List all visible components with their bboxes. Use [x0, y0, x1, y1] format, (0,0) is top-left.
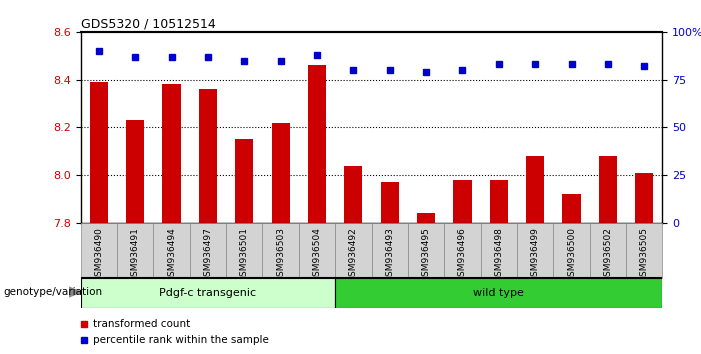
Bar: [81, 278, 335, 308]
Bar: [526, 156, 544, 223]
Text: GSM936490: GSM936490: [95, 227, 103, 282]
Text: GSM936500: GSM936500: [567, 227, 576, 282]
Bar: [454, 180, 472, 223]
Bar: [308, 65, 326, 223]
Text: wild type: wild type: [473, 288, 524, 298]
Bar: [190, 223, 226, 278]
Text: GSM936498: GSM936498: [494, 227, 503, 282]
Bar: [163, 84, 181, 223]
Bar: [599, 156, 617, 223]
Bar: [553, 223, 590, 278]
Polygon shape: [69, 287, 81, 297]
Bar: [335, 278, 662, 308]
Text: GSM936499: GSM936499: [531, 227, 540, 282]
Bar: [126, 120, 144, 223]
Text: GSM936491: GSM936491: [130, 227, 139, 282]
Bar: [372, 223, 408, 278]
Text: transformed count: transformed count: [93, 319, 190, 329]
Bar: [562, 194, 580, 223]
Bar: [262, 223, 299, 278]
Bar: [490, 180, 508, 223]
Text: percentile rank within the sample: percentile rank within the sample: [93, 335, 268, 345]
Text: GSM936505: GSM936505: [640, 227, 648, 282]
Text: GSM936501: GSM936501: [240, 227, 249, 282]
Text: GSM936492: GSM936492: [349, 227, 358, 282]
Bar: [90, 82, 108, 223]
Bar: [408, 223, 444, 278]
Text: GDS5320 / 10512514: GDS5320 / 10512514: [81, 18, 215, 31]
Text: Pdgf-c transgenic: Pdgf-c transgenic: [159, 288, 257, 298]
Bar: [299, 223, 335, 278]
Text: GSM936497: GSM936497: [203, 227, 212, 282]
Bar: [444, 223, 481, 278]
Text: GSM936495: GSM936495: [421, 227, 430, 282]
Bar: [481, 223, 517, 278]
Bar: [344, 166, 362, 223]
Bar: [381, 182, 399, 223]
Bar: [335, 223, 372, 278]
Bar: [417, 213, 435, 223]
Bar: [590, 223, 626, 278]
Bar: [626, 223, 662, 278]
Text: genotype/variation: genotype/variation: [4, 287, 102, 297]
Text: GSM936503: GSM936503: [276, 227, 285, 282]
Text: GSM936496: GSM936496: [458, 227, 467, 282]
Bar: [271, 122, 290, 223]
Bar: [235, 139, 253, 223]
Bar: [81, 223, 117, 278]
Text: GSM936493: GSM936493: [386, 227, 394, 282]
Text: GSM936504: GSM936504: [313, 227, 322, 282]
Bar: [154, 223, 190, 278]
Bar: [517, 223, 553, 278]
Text: GSM936494: GSM936494: [167, 227, 176, 282]
Bar: [199, 89, 217, 223]
Bar: [226, 223, 262, 278]
Bar: [635, 173, 653, 223]
Bar: [117, 223, 154, 278]
Text: GSM936502: GSM936502: [604, 227, 613, 282]
